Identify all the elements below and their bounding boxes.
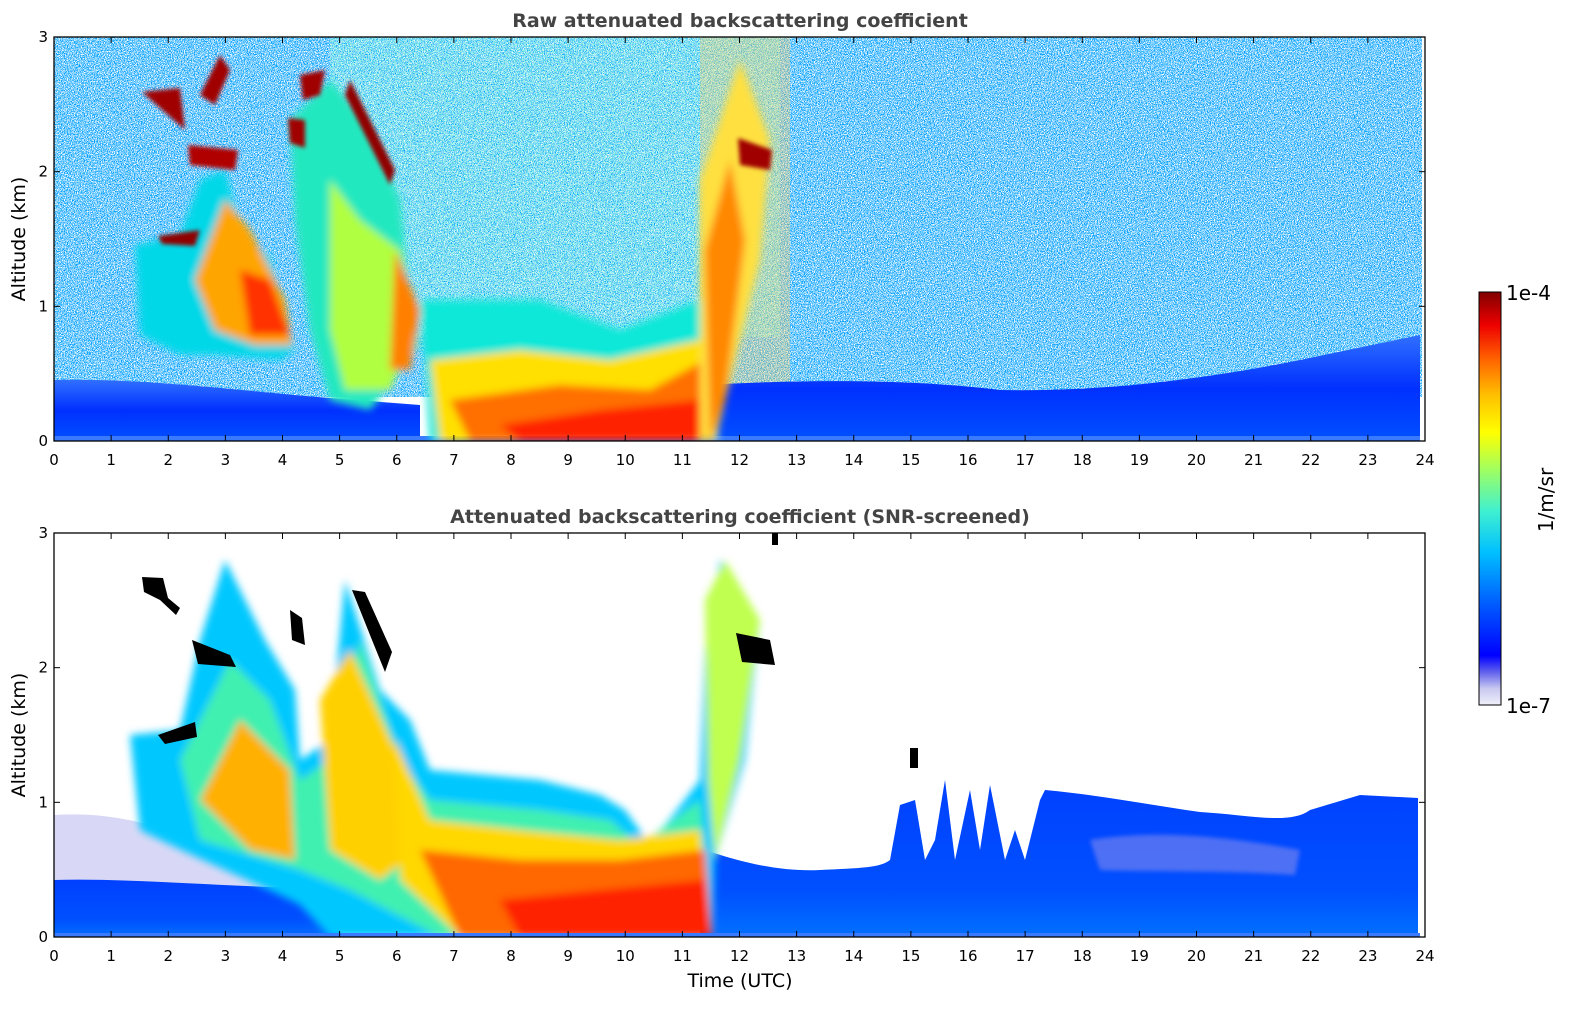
bottom-x-tick-label: 12 [730, 947, 749, 965]
bottom-x-tick-label: 22 [1301, 947, 1320, 965]
top-x-tick-label: 9 [563, 451, 573, 469]
bottom-panel: Attenuated backscattering coefficient (S… [8, 506, 1435, 992]
bottom-x-tick-label: 18 [1073, 947, 1092, 965]
bottom-y-tick-label: 0 [38, 928, 48, 946]
colorbar: 1e-4 1e-7 1/m/sr [1478, 281, 1558, 718]
bottom-x-tick-label: 21 [1244, 947, 1263, 965]
top-x-tick-label: 3 [221, 451, 231, 469]
top-x-tick-label: 13 [787, 451, 806, 469]
top-y-tick-label: 1 [38, 297, 48, 315]
bottom-x-tick-label: 5 [335, 947, 345, 965]
bottom-x-tick-label: 13 [787, 947, 806, 965]
top-x-tick-label: 1 [106, 451, 116, 469]
bottom-y-tick-label: 1 [38, 793, 48, 811]
bottom-panel-title: Attenuated backscattering coefficient (S… [450, 506, 1030, 528]
bottom-x-tick-label: 8 [506, 947, 516, 965]
top-x-tick-label: 7 [449, 451, 459, 469]
top-y-tick-label: 2 [38, 163, 48, 181]
top-x-tick-label: 16 [958, 451, 977, 469]
bottom-x-tick-label: 15 [901, 947, 920, 965]
bottom-x-tick-label: 14 [844, 947, 863, 965]
bottom-x-tick-label: 9 [563, 947, 573, 965]
top-x-tick-label: 22 [1301, 451, 1320, 469]
top-x-tick-label: 6 [392, 451, 402, 469]
bottom-y-tick-label: 3 [38, 524, 48, 542]
colorbar-gradient [1478, 291, 1502, 706]
x-axis-label: Time (UTC) [686, 970, 792, 992]
top-x-tick-label: 14 [844, 451, 863, 469]
top-x-tick-label: 21 [1244, 451, 1263, 469]
top-x-tick-label: 8 [506, 451, 516, 469]
top-x-tick-label: 15 [901, 451, 920, 469]
top-x-tick-label: 23 [1358, 451, 1377, 469]
bottom-x-tick-label: 1 [106, 947, 116, 965]
top-panel-title: Raw attenuated backscattering coefficien… [512, 10, 968, 32]
bottom-saturated-patches [142, 533, 918, 768]
colorbar-min-label: 1e-7 [1506, 694, 1551, 718]
bottom-x-tick-label: 17 [1016, 947, 1035, 965]
bottom-y-axis-label: Altitude (km) [8, 673, 30, 798]
top-x-tick-label: 12 [730, 451, 749, 469]
bottom-x-tick-label: 20 [1187, 947, 1206, 965]
top-x-tick-label: 18 [1073, 451, 1092, 469]
top-x-tick-label: 24 [1415, 451, 1434, 469]
colorbar-max-label: 1e-4 [1506, 281, 1551, 305]
top-x-tick-label: 10 [616, 451, 635, 469]
top-saturated-patches [142, 55, 772, 246]
top-x-tick-label: 0 [49, 451, 59, 469]
top-x-tick-label: 20 [1187, 451, 1206, 469]
top-heatmap [54, 37, 1425, 441]
top-y-tick-label: 3 [38, 28, 48, 46]
top-y-ticks: 0 1 2 3 [38, 28, 1425, 450]
top-x-tick-label: 11 [673, 451, 692, 469]
bottom-x-tick-label: 0 [49, 947, 59, 965]
bottom-x-tick-label: 6 [392, 947, 402, 965]
bottom-x-tick-label: 2 [163, 947, 173, 965]
bottom-x-tick-label: 4 [278, 947, 288, 965]
top-x-tick-label: 19 [1130, 451, 1149, 469]
bottom-plume-shapes [130, 560, 760, 937]
top-y-axis-label: Altitude (km) [8, 177, 30, 302]
top-x-tick-label: 2 [163, 451, 173, 469]
bottom-y-tick-label: 2 [38, 659, 48, 677]
bottom-x-tick-label: 11 [673, 947, 692, 965]
top-x-tick-label: 17 [1016, 451, 1035, 469]
bottom-boundary-layer [700, 780, 1418, 937]
top-x-tick-label: 5 [335, 451, 345, 469]
bottom-x-tick-label: 24 [1415, 947, 1434, 965]
bottom-x-ticks: 0 1 2 3 4 5 6 7 8 9 10 11 12 13 14 15 16 17 18 19 20 21 22 23 24 [49, 533, 1435, 965]
bottom-x-tick-label: 16 [958, 947, 977, 965]
top-y-tick-label: 0 [38, 432, 48, 450]
colorbar-unit-label: 1/m/sr [1534, 467, 1558, 532]
bottom-x-tick-label: 10 [616, 947, 635, 965]
bottom-x-tick-label: 3 [221, 947, 231, 965]
top-x-tick-label: 4 [278, 451, 288, 469]
bottom-y-ticks: 0 1 2 3 [38, 524, 1425, 946]
bottom-x-tick-label: 19 [1130, 947, 1149, 965]
bottom-x-tick-label: 7 [449, 947, 459, 965]
top-panel: Raw attenuated backscattering coefficien… [8, 10, 1435, 469]
top-x-ticks: 0 1 2 3 4 5 6 7 8 9 10 11 12 13 14 15 16 17 18 19 20 21 22 23 24 [49, 37, 1435, 469]
bottom-x-tick-label: 23 [1358, 947, 1377, 965]
bottom-heatmap [54, 533, 1425, 937]
